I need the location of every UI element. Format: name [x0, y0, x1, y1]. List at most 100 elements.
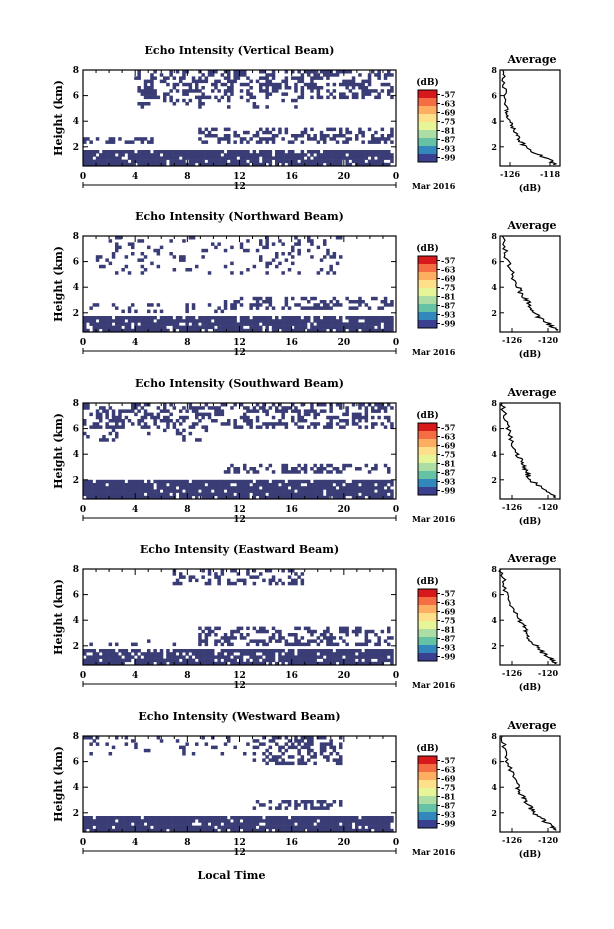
heatmap-cell	[89, 150, 93, 154]
heatmap-cell	[249, 319, 253, 323]
heatmap-cell	[204, 816, 209, 820]
heatmap-cell	[297, 242, 301, 246]
heatmap-cell	[115, 658, 119, 663]
heatmap-cell	[111, 255, 116, 259]
heatmap-cell	[348, 819, 353, 823]
heatmap-cell	[275, 758, 279, 762]
heatmap-cell	[207, 489, 212, 493]
heatmap-cell	[284, 463, 289, 468]
heatmap-cell	[105, 492, 109, 497]
heatmap-cell	[83, 153, 87, 157]
heatmap-cell	[156, 328, 161, 333]
heatmap-cell	[358, 419, 362, 423]
heatmap-cell	[297, 415, 301, 420]
heatmap-cell	[169, 486, 173, 490]
heatmap-cell	[319, 822, 324, 826]
heatmap-cell	[172, 816, 177, 820]
heatmap-cell	[307, 819, 311, 823]
heatmap-cell	[275, 325, 279, 330]
heatmap-cell	[300, 578, 305, 583]
heatmap-cell	[147, 748, 151, 753]
heatmap-cell	[364, 819, 369, 823]
heatmap-cell	[134, 412, 138, 417]
heatmap-cell	[339, 661, 343, 666]
heatmap-cell	[175, 822, 180, 826]
heatmap-cell	[339, 803, 343, 807]
heatmap-cell	[319, 325, 324, 330]
heatmap-cell	[252, 655, 257, 659]
heatmap-cell	[307, 159, 311, 164]
heatmap-cell	[358, 655, 362, 659]
heatmap-cell	[326, 415, 330, 420]
heatmap-cell	[310, 86, 314, 90]
heatmap-cell	[307, 162, 311, 167]
heatmap-cell	[211, 495, 215, 500]
heatmap-cell	[255, 415, 260, 420]
heatmap-cell	[345, 150, 349, 154]
heatmap-cell	[111, 425, 116, 429]
heatmap-cell	[223, 403, 228, 407]
heatmap-cell	[390, 483, 394, 487]
date-label: Mar 2016	[412, 514, 456, 524]
heatmap-cell	[371, 422, 375, 426]
heatmap-cell	[361, 819, 365, 823]
heatmap-cell	[150, 495, 154, 500]
heatmap-cell	[294, 736, 298, 740]
heatmap-cell	[249, 92, 253, 96]
heatmap-cell	[95, 255, 100, 259]
heatmap-cell	[243, 150, 247, 154]
heatmap-cell	[182, 649, 186, 653]
heatmap-cell	[118, 412, 122, 417]
heatmap-cell	[102, 819, 106, 823]
heatmap-cell	[169, 661, 173, 666]
heatmap-cell	[297, 748, 301, 753]
heatmap-cell	[297, 626, 301, 631]
colorbar-tick-label: -69	[441, 774, 456, 784]
heatmap-cell	[131, 655, 135, 659]
colorbar-segment	[418, 605, 437, 614]
heatmap-cell	[143, 255, 148, 259]
heatmap-cell	[89, 655, 93, 659]
heatmap-cell	[303, 658, 308, 663]
heatmap-cell	[169, 819, 173, 823]
heatmap-cell	[339, 328, 343, 333]
heatmap-cell	[246, 633, 250, 637]
heatmap-cell	[275, 159, 279, 164]
heatmap-cell	[281, 816, 285, 820]
heatmap-cell	[342, 92, 346, 96]
heatmap-cell	[313, 755, 317, 759]
heatmap-cell	[108, 419, 113, 423]
heatmap-cell	[220, 162, 225, 167]
heatmap-cell	[291, 581, 295, 586]
profile-line	[500, 402, 557, 499]
heatmap-cell	[230, 463, 234, 468]
heatmap-cell	[220, 159, 225, 164]
heatmap-cell	[143, 159, 148, 164]
heatmap-cell	[83, 658, 87, 663]
heatmap-cell	[367, 649, 372, 653]
heatmap-cell	[124, 825, 129, 830]
heatmap-cell	[316, 822, 321, 826]
heatmap-cell	[115, 271, 119, 275]
heatmap-cell	[150, 159, 154, 164]
heatmap-cell	[287, 140, 292, 144]
heatmap-cell	[259, 825, 263, 830]
heatmap-cell	[374, 162, 378, 167]
day-label: 12	[233, 681, 246, 691]
heatmap-cell	[323, 239, 327, 243]
heatmap-cell	[134, 159, 138, 164]
heatmap-cell	[159, 319, 164, 323]
heatmap-cell	[191, 658, 196, 663]
heatmap-cell	[236, 572, 241, 576]
heatmap-cell	[236, 322, 241, 326]
colorbar-segment	[418, 653, 437, 662]
heatmap-cell	[339, 162, 343, 167]
heatmap-cell	[137, 102, 141, 106]
heatmap-cell	[134, 483, 138, 487]
heatmap-cell	[134, 489, 138, 493]
heatmap-cell	[374, 130, 378, 135]
heatmap-cell	[220, 486, 225, 490]
heatmap-cell	[243, 479, 247, 484]
heatmap-cell	[243, 819, 247, 823]
heatmap-cell	[137, 319, 141, 323]
